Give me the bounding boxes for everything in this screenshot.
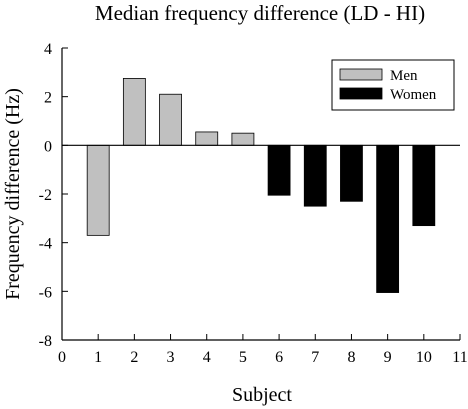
y-axis-label: Frequency difference (Hz) — [2, 88, 24, 300]
bars-group — [86, 78, 436, 293]
y-tick-label: -2 — [39, 187, 52, 204]
x-axis-label: Subject — [232, 384, 292, 406]
legend-label-men: Men — [390, 68, 418, 84]
y-tick-label: -6 — [39, 284, 52, 301]
x-tick-label: 7 — [311, 349, 319, 366]
bar-women-subject-9 — [376, 144, 400, 293]
x-tick-label: 4 — [203, 349, 211, 366]
y-tick-label: 2 — [44, 90, 52, 107]
bar-women-subject-8 — [340, 144, 363, 202]
x-tick-label: 11 — [452, 349, 467, 366]
x-tick-label: 10 — [416, 349, 432, 366]
x-tick-label: 5 — [239, 349, 247, 366]
bar-men-subject-1 — [86, 144, 110, 236]
bar-men-subject-2 — [122, 78, 146, 146]
y-tick-label: -8 — [39, 333, 52, 350]
chart-title: Median frequency difference (LD - HI) — [95, 1, 425, 25]
x-tick-label: 0 — [58, 349, 66, 366]
y-tick-label: 4 — [44, 41, 52, 58]
bar-women-subject-6 — [267, 144, 291, 196]
bar-men-subject-5 — [231, 132, 255, 146]
x-tick-label: 1 — [94, 349, 102, 366]
x-tick-label: 6 — [275, 349, 283, 366]
bar-men-subject-3 — [159, 93, 182, 146]
bar-women-subject-10 — [412, 144, 436, 227]
y-tick-label: 0 — [44, 138, 52, 155]
y-tick-label: -4 — [39, 236, 52, 253]
legend-swatch-men — [339, 68, 383, 81]
bar-women-subject-7 — [303, 144, 327, 207]
legend-label-women: Women — [390, 87, 437, 103]
legend-swatch-women — [339, 87, 383, 100]
bar-men-subject-4 — [195, 131, 219, 146]
axes-group: -8 -6 -4 -2 0 2 4 0 1 2 3 4 5 6 7 8 9 10 11 — [39, 41, 468, 366]
x-tick-label: 8 — [347, 349, 355, 366]
x-tick-label: 3 — [167, 349, 175, 366]
x-tick-label: 2 — [130, 349, 138, 366]
legend-box — [331, 59, 455, 111]
legend: Men Women — [331, 59, 455, 111]
x-tick-label: 9 — [384, 349, 392, 366]
